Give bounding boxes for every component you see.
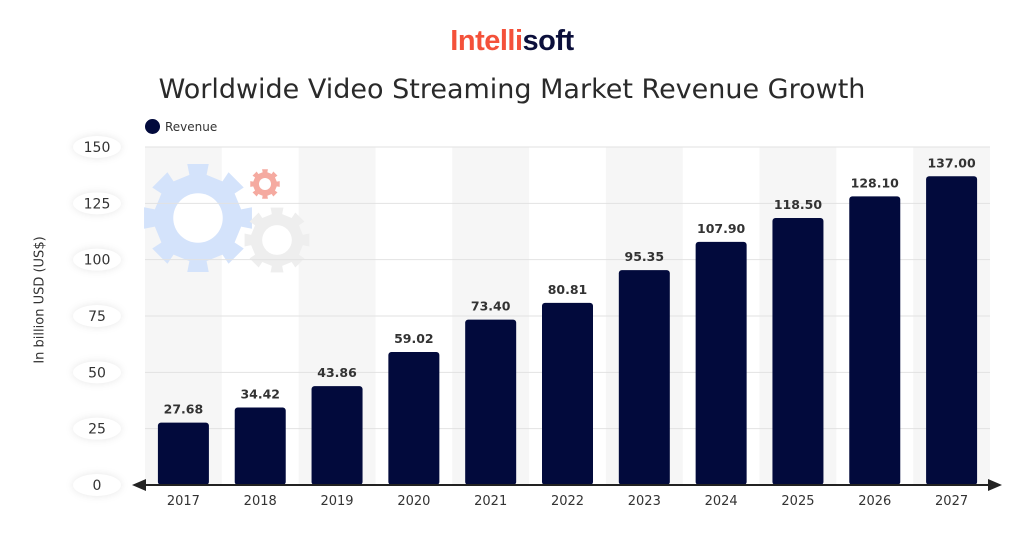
y-tick-bubble — [73, 417, 121, 440]
y-tick-bubble — [73, 136, 121, 158]
x-tick-label: 2027 — [935, 494, 968, 509]
x-tick-label: 2017 — [167, 494, 200, 509]
data-label: 73.40 — [471, 299, 511, 314]
bar — [465, 319, 517, 485]
y-tick-bubble — [73, 305, 121, 327]
x-tick-label: 2024 — [705, 494, 738, 509]
y-tick-bubble — [73, 474, 121, 496]
x-tick-label: 2020 — [397, 494, 430, 509]
data-label: 59.02 — [394, 331, 434, 346]
data-label: 128.10 — [851, 175, 900, 190]
data-label: 27.68 — [164, 402, 204, 417]
y-tick-label: 50 — [88, 365, 106, 381]
legend-swatch — [145, 119, 160, 134]
y-tick-label: 0 — [93, 478, 102, 494]
bar — [849, 196, 901, 485]
x-tick-label: 2019 — [320, 494, 353, 509]
gears-icon — [144, 164, 310, 273]
data-label: 137.00 — [927, 155, 976, 170]
chart-title: Worldwide Video Streaming Market Revenue… — [158, 74, 866, 105]
x-tick-label: 2026 — [858, 494, 891, 509]
x-tick-label: 2018 — [244, 494, 277, 509]
data-label: 43.86 — [317, 365, 357, 380]
bar — [926, 176, 978, 485]
y-tick-label: 100 — [84, 253, 111, 269]
bar — [388, 352, 440, 485]
logo: Intellisoft — [450, 25, 574, 57]
bar — [695, 241, 747, 485]
arrow-left-icon — [132, 479, 146, 491]
x-tick-label: 2021 — [474, 494, 507, 509]
data-label: 80.81 — [548, 282, 588, 297]
y-tick-bubble — [73, 248, 121, 271]
x-tick-label: 2023 — [628, 494, 661, 509]
bar — [772, 217, 824, 486]
data-label: 34.42 — [240, 386, 280, 401]
data-label: 107.90 — [697, 221, 746, 236]
data-label: 118.50 — [774, 197, 823, 212]
y-tick-label: 75 — [88, 309, 106, 325]
bar — [157, 422, 209, 485]
bar — [234, 407, 286, 485]
y-tick-bubble — [73, 192, 121, 215]
x-tick-label: 2022 — [551, 494, 584, 509]
arrow-right-icon — [988, 479, 1002, 491]
bar — [618, 270, 670, 485]
y-tick-label: 25 — [88, 422, 106, 438]
x-tick-label: 2025 — [781, 494, 814, 509]
y-tick-label: 125 — [84, 196, 111, 212]
data-label: 95.35 — [625, 249, 665, 264]
bar — [311, 386, 363, 485]
legend: Revenue — [145, 119, 217, 134]
legend-label: Revenue — [165, 119, 218, 134]
y-tick-bubble — [73, 361, 121, 384]
bar — [542, 302, 593, 485]
y-tick-label: 150 — [84, 140, 111, 156]
